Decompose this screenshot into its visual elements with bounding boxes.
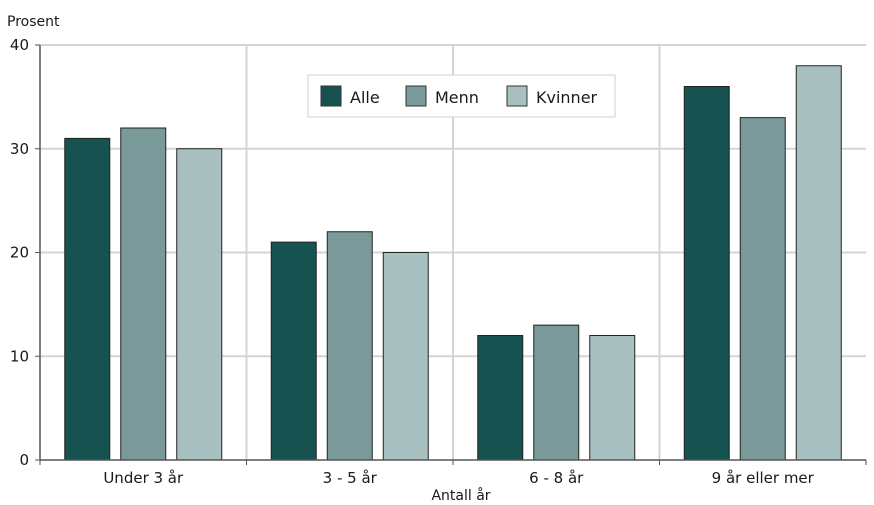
x-axis-label: Antall år — [431, 487, 490, 504]
bar-alle — [683, 86, 730, 461]
x-tick-labels: Under 3 år 3 - 5 år 6 - 8 år 9 år eller mer — [103, 469, 814, 487]
bar-kvinner — [382, 252, 429, 461]
x-tick-label: 6 - 8 år — [529, 469, 584, 487]
y-tick-label: 40 — [10, 36, 29, 54]
legend-label-kvinner: Kvinner — [536, 88, 598, 107]
legend-swatch-kvinner — [506, 85, 528, 107]
bars — [64, 65, 842, 461]
bar-menn — [120, 127, 167, 461]
bar-menn — [326, 231, 373, 461]
bar-menn — [739, 117, 786, 461]
y-tick-labels: 0 10 20 30 40 — [10, 36, 29, 469]
bar-kvinner — [589, 335, 636, 461]
legend-label-menn: Menn — [435, 88, 479, 107]
legend-swatch-menn — [405, 85, 427, 107]
x-tick-label: 9 år eller mer — [712, 469, 815, 487]
bar-alle — [477, 335, 524, 461]
axes — [35, 44, 867, 465]
x-tick-label: 3 - 5 år — [323, 469, 378, 487]
bar-menn — [533, 324, 580, 461]
bar-kvinner — [176, 148, 223, 461]
bar-alle — [270, 241, 317, 461]
bar-kvinner — [795, 65, 842, 461]
legend: Alle Menn Kvinner — [307, 74, 616, 118]
y-tick-label: 0 — [19, 451, 29, 469]
legend-swatch-alle — [320, 85, 342, 107]
y-tick-label: 20 — [10, 244, 29, 262]
y-axis-label: Prosent — [7, 14, 60, 30]
legend-label-alle: Alle — [350, 88, 380, 107]
legend-box — [307, 74, 616, 118]
x-tick-label: Under 3 år — [103, 469, 184, 487]
y-tick-label: 30 — [10, 140, 29, 158]
bar-alle — [64, 137, 111, 461]
y-tick-label: 10 — [10, 347, 29, 365]
